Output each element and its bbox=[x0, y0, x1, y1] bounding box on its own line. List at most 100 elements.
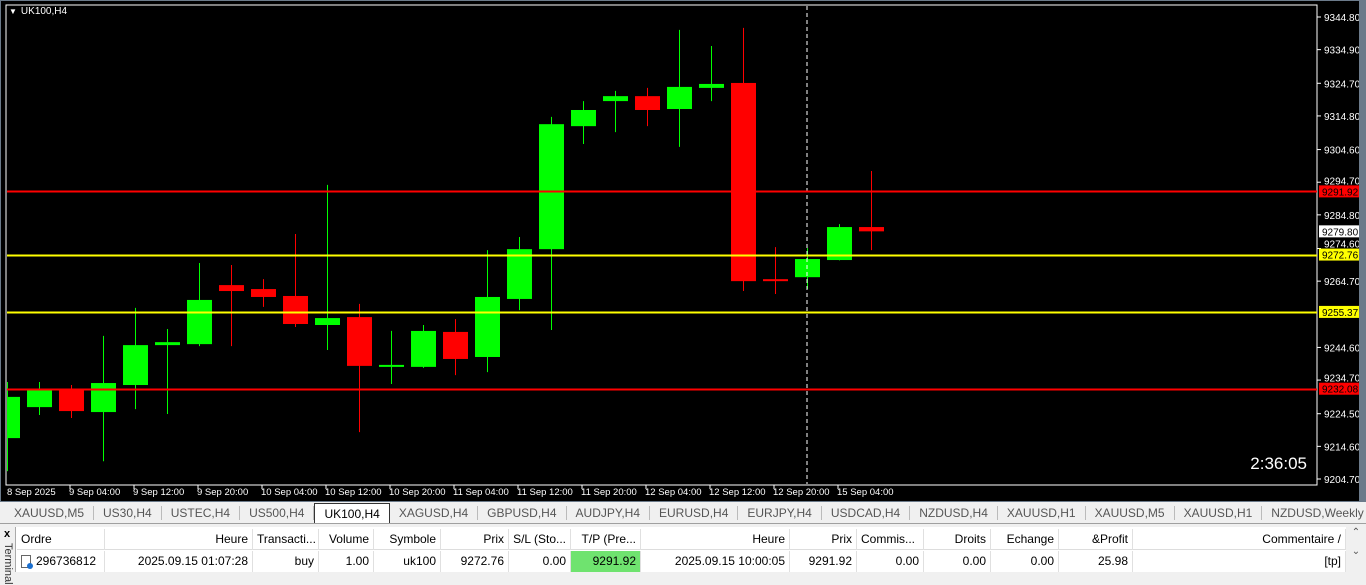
chart-title: ▼ UK100,H4 bbox=[9, 6, 67, 17]
tab-ustec-h4[interactable]: USTEC,H4 bbox=[162, 505, 241, 520]
dropdown-triangle-icon[interactable]: ▼ bbox=[9, 7, 17, 16]
level-price-label-bg bbox=[1319, 305, 1361, 318]
tab-eurjpy-h4[interactable]: EURJPY,H4 bbox=[738, 505, 822, 520]
time-tick-label: 11 Sep 04:00 bbox=[453, 487, 509, 498]
column-header[interactable]: Droits bbox=[924, 529, 991, 550]
candle-body bbox=[699, 83, 724, 88]
column-header[interactable]: Commis... bbox=[857, 529, 924, 550]
tab-xauusd-h1[interactable]: XAUUSD,H1 bbox=[1175, 505, 1263, 520]
candle-body bbox=[7, 396, 20, 439]
candle-body bbox=[731, 82, 756, 282]
candle-body bbox=[763, 279, 788, 282]
level-price-label: 9232.08 bbox=[1322, 385, 1359, 396]
chart-right-edge bbox=[1359, 1, 1366, 503]
column-header[interactable]: Ordre bbox=[17, 529, 105, 550]
candle-body bbox=[443, 331, 468, 359]
terminal-sidebar: x Terminal bbox=[0, 527, 16, 585]
chart-symbol: UK100,H4 bbox=[20, 6, 68, 17]
price-tick-label: 9264.70 bbox=[1324, 277, 1361, 288]
tab-nzdusd-h4[interactable]: NZDUSD,H4 bbox=[910, 505, 998, 520]
chart-tabs: XAUUSD,M5 US30,H4 USTEC,H4 US500,H4 UK100,H4… bbox=[0, 502, 1366, 524]
column-header[interactable]: Echange bbox=[991, 529, 1059, 550]
time-tick-label: 9 Sep 20:00 bbox=[197, 487, 248, 498]
close-icon[interactable]: x bbox=[4, 528, 11, 540]
candle-body bbox=[859, 227, 884, 232]
level-price-label-bg bbox=[1319, 382, 1361, 395]
level-price-label: 9291.92 bbox=[1322, 187, 1359, 198]
terminal-label: Terminal bbox=[2, 543, 14, 585]
price-tick-label: 9204.70 bbox=[1324, 475, 1361, 486]
level-price-label: 9272.76 bbox=[1322, 251, 1359, 262]
price-tick-label: 9334.90 bbox=[1324, 46, 1361, 57]
tab-us500-h4[interactable]: US500,H4 bbox=[240, 505, 315, 520]
candle-body bbox=[27, 388, 52, 408]
price-tick-label: 9284.80 bbox=[1324, 211, 1361, 222]
table-cell: 9291.92 bbox=[571, 551, 641, 572]
column-header[interactable]: Volume bbox=[319, 529, 374, 550]
price-tick-label: 9344.80 bbox=[1324, 13, 1361, 24]
table-cell: buy bbox=[253, 551, 319, 572]
tab-xauusd-m5[interactable]: XAUUSD,M5 bbox=[1086, 505, 1175, 520]
table-cell: uk100 bbox=[374, 551, 441, 572]
tab-usdcad-h4[interactable]: USDCAD,H4 bbox=[822, 505, 911, 520]
scrollbar[interactable]: ⌃ ⌄ bbox=[1346, 527, 1366, 572]
terminal-panel: x Terminal Ordre Heure Transacti... Volume S… bbox=[0, 527, 1366, 585]
time-tick-label: 8 Sep 2025 bbox=[7, 487, 56, 498]
price-tick-label: 9224.50 bbox=[1324, 410, 1361, 421]
scroll-down-icon[interactable]: ⌄ bbox=[1351, 546, 1361, 557]
price-tick-label: 9304.60 bbox=[1324, 146, 1361, 157]
tab-uk100-h4[interactable]: UK100,H4 bbox=[314, 502, 390, 523]
price-tick-label: 9324.70 bbox=[1324, 79, 1361, 90]
candle-body bbox=[315, 318, 340, 325]
tab-xagusd-h4[interactable]: XAGUSD,H4 bbox=[390, 505, 479, 520]
tab-audjpy-h4[interactable]: AUDJPY,H4 bbox=[567, 505, 651, 520]
price-chart[interactable]: 9344.80 9334.90 9324.70 9314.80 9304.60 9294.… bbox=[1, 1, 1366, 503]
column-header[interactable]: Symbole bbox=[374, 529, 441, 550]
tab-nzdusd-weekly[interactable]: NZDUSD,Weekly bbox=[1262, 506, 1366, 520]
time-tick-label: 12 Sep 12:00 bbox=[709, 487, 766, 498]
candle-body bbox=[475, 296, 500, 357]
plot-border bbox=[5, 4, 1318, 486]
candle-body bbox=[123, 345, 148, 386]
price-tick-label: 9244.60 bbox=[1324, 343, 1361, 354]
tab-gbpusd-h4[interactable]: GBPUSD,H4 bbox=[478, 505, 567, 520]
candle-body bbox=[411, 330, 436, 367]
column-header[interactable]: T/P (Pre... bbox=[571, 529, 641, 550]
column-header[interactable]: Prix bbox=[441, 529, 509, 550]
candle-body bbox=[187, 299, 212, 345]
column-header[interactable]: Heure bbox=[641, 529, 790, 550]
order-icon bbox=[21, 555, 33, 570]
candle-body bbox=[155, 342, 180, 346]
tab-xauusd-h1[interactable]: XAUUSD,H1 bbox=[998, 505, 1086, 520]
table-cell: 25.98 bbox=[1059, 551, 1133, 572]
table-cell: 2025.09.15 01:07:28 bbox=[105, 551, 253, 572]
order-id: 296736812 bbox=[36, 554, 97, 568]
table-cell: 9272.76 bbox=[441, 551, 509, 572]
time-tick-label: 11 Sep 12:00 bbox=[517, 487, 573, 498]
scroll-up-icon[interactable]: ⌃ bbox=[1351, 527, 1361, 538]
candle-body bbox=[347, 317, 372, 366]
chart-window[interactable]: 9344.80 9334.90 9324.70 9314.80 9304.60 9294.… bbox=[0, 0, 1366, 503]
table-cell: 1.00 bbox=[319, 551, 374, 572]
tab-eurusd-h4[interactable]: EURUSD,H4 bbox=[650, 505, 739, 520]
column-header[interactable]: Heure bbox=[105, 529, 253, 550]
candle-body bbox=[539, 124, 564, 250]
table-row[interactable]: 296736812 2025.09.15 01:07:28 buy 1.00 uk100… bbox=[17, 551, 1346, 572]
candle-body bbox=[635, 96, 660, 110]
candles bbox=[7, 27, 884, 472]
candle-body bbox=[507, 249, 532, 299]
column-header[interactable]: S/L (Sto... bbox=[509, 529, 571, 550]
tab-xauusd-m5[interactable]: XAUUSD,M5 bbox=[5, 505, 95, 520]
column-header[interactable]: &Profit bbox=[1059, 529, 1133, 550]
time-tick-label: 15 Sep 04:00 bbox=[837, 487, 894, 498]
bid-price-label-bg bbox=[1319, 225, 1361, 238]
column-header[interactable]: Prix bbox=[790, 529, 857, 550]
tab-us30-h4[interactable]: US30,H4 bbox=[94, 505, 162, 520]
level-price-label: 9255.37 bbox=[1322, 308, 1359, 319]
table-cell: 0.00 bbox=[509, 551, 571, 572]
column-header[interactable]: Transacti... bbox=[253, 529, 319, 550]
table-cell: 9291.92 bbox=[790, 551, 857, 572]
bar-countdown: 2:36:05 bbox=[1250, 454, 1307, 473]
column-header[interactable]: Commentaire / bbox=[1133, 529, 1346, 550]
time-tick-label: 12 Sep 20:00 bbox=[773, 487, 830, 498]
